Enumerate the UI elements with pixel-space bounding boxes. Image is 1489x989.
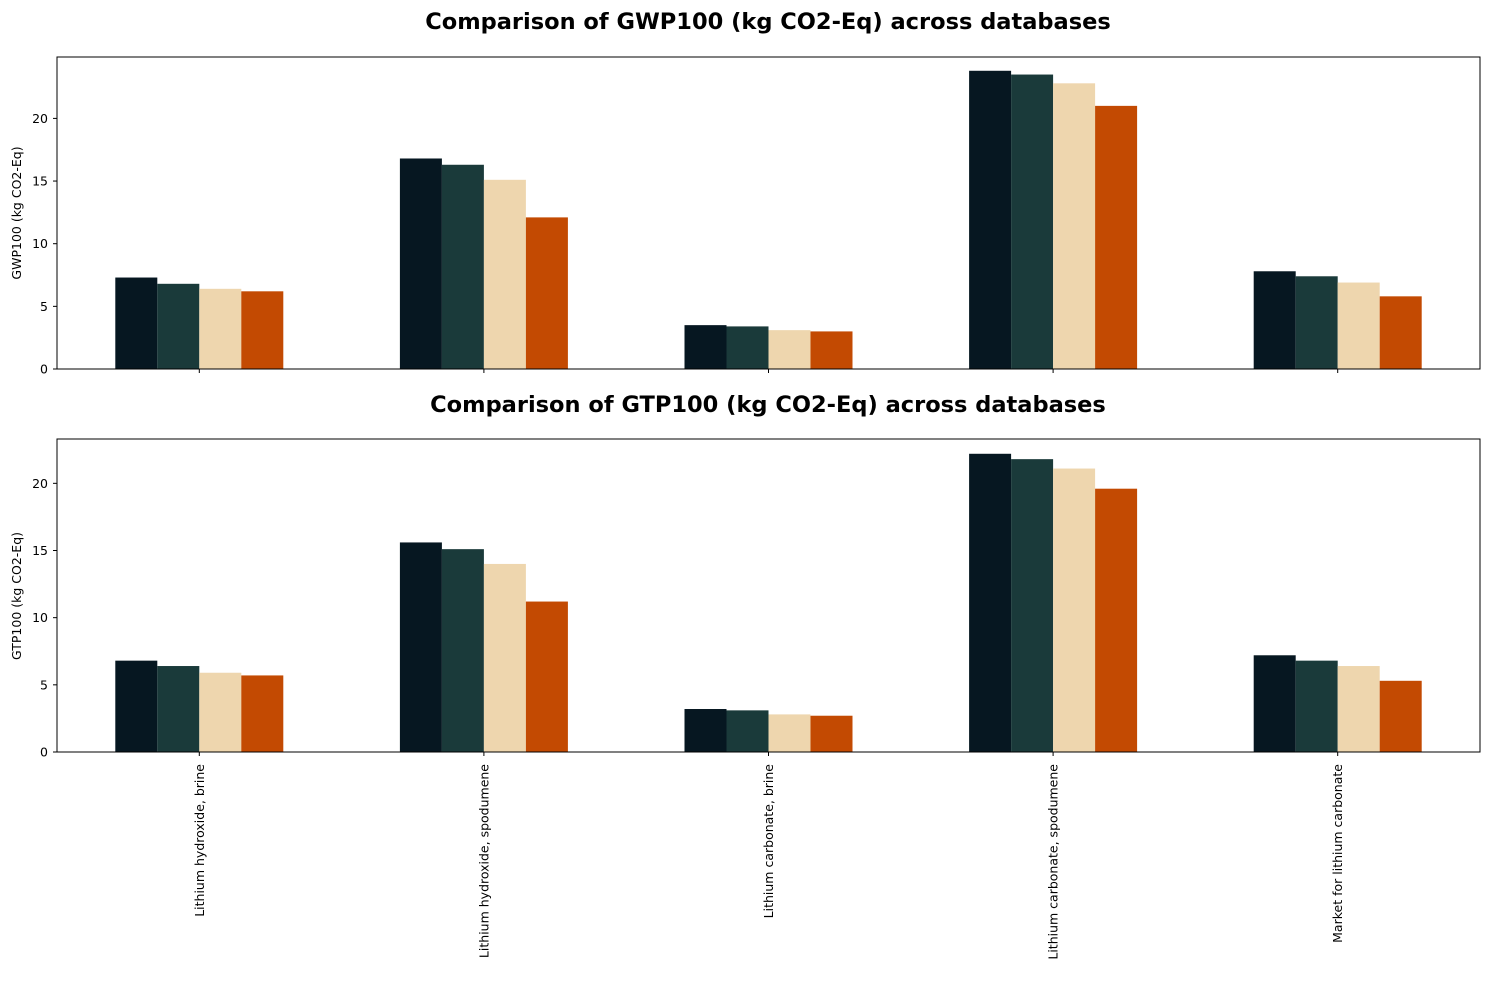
bar-5-series-3 — [1337, 666, 1380, 752]
bar-5-series-1 — [1253, 655, 1296, 752]
bar-2-series-3 — [483, 563, 526, 752]
bar-3-series-1 — [684, 325, 727, 369]
bar-4-series-3 — [1053, 83, 1096, 369]
bar-5-series-1 — [1253, 271, 1296, 369]
y-axis-label: GTP100 (kg CO2-Eq) — [9, 532, 24, 660]
plot-frame — [56, 438, 1481, 753]
bar-3-series-3 — [768, 714, 811, 752]
bar-4-series-2 — [1011, 459, 1054, 752]
bar-4-series-4 — [1095, 105, 1138, 370]
y-axis-ticks: 0 5 10 15 20 — [32, 476, 57, 760]
y-axis-ticks: 0 5 10 15 20 — [32, 111, 57, 377]
y-tick-label: 15 — [32, 174, 48, 189]
bar-1-series-1 — [115, 277, 158, 369]
x-axis-ticks — [198, 369, 1339, 373]
bar-1-series-4 — [241, 675, 284, 752]
bar-3-series-4 — [810, 331, 853, 369]
x-tick-label: Market for lithium carbonate — [1330, 764, 1345, 943]
bar-2-series-4 — [525, 601, 568, 752]
chart-title: Comparison of GTP100 (kg CO2-Eq) across … — [430, 392, 1106, 418]
x-axis-ticks: Lithium hydroxide, brine Lithium hydroxid… — [192, 752, 1345, 960]
y-tick-label: 10 — [32, 236, 48, 251]
bar-3-series-1 — [684, 709, 727, 752]
bar-marks — [115, 70, 1422, 370]
gwp100-chart-panel: Comparison of GWP100 (kg CO2-Eq) across … — [9, 9, 1481, 377]
bar-1-series-2 — [157, 283, 200, 369]
bar-2-series-2 — [441, 164, 484, 369]
bar-3-series-4 — [810, 715, 853, 752]
y-tick-label: 20 — [32, 476, 48, 491]
x-tick-label: Lithium carbonate, spodumene — [1046, 764, 1061, 960]
bar-1-series-2 — [157, 666, 200, 752]
bar-3-series-2 — [726, 326, 769, 369]
y-tick-label: 10 — [32, 610, 48, 625]
bar-4-series-3 — [1053, 468, 1096, 752]
bar-5-series-2 — [1295, 276, 1338, 369]
bar-marks — [115, 453, 1422, 752]
bar-1-series-1 — [115, 660, 158, 752]
bar-5-series-2 — [1295, 660, 1338, 752]
y-tick-label: 0 — [40, 362, 48, 377]
bar-4-series-1 — [969, 453, 1012, 752]
x-tick-label: Lithium carbonate, brine — [761, 764, 776, 919]
bar-1-series-3 — [199, 672, 242, 752]
bar-4-series-2 — [1011, 74, 1054, 369]
bar-5-series-4 — [1379, 680, 1422, 752]
x-tick-label: Lithium hydroxide, spodumene — [476, 764, 491, 958]
x-tick-label: Lithium hydroxide, brine — [192, 764, 207, 917]
bar-2-series-4 — [525, 217, 568, 369]
bar-2-series-2 — [441, 549, 484, 752]
y-tick-label: 20 — [32, 111, 48, 126]
y-tick-label: 5 — [40, 299, 48, 314]
bar-4-series-1 — [969, 70, 1012, 369]
gtp100-chart-panel: Comparison of GTP100 (kg CO2-Eq) across … — [9, 392, 1481, 960]
plot-frame — [56, 56, 1481, 370]
chart-title: Comparison of GWP100 (kg CO2-Eq) across … — [425, 9, 1111, 35]
bar-2-series-1 — [399, 158, 442, 369]
y-tick-label: 15 — [32, 543, 48, 558]
bar-2-series-1 — [399, 542, 442, 752]
bar-3-series-3 — [768, 330, 811, 369]
y-axis-label: GWP100 (kg CO2-Eq) — [9, 146, 24, 279]
bar-2-series-3 — [483, 179, 526, 369]
bar-5-series-4 — [1379, 296, 1422, 369]
bar-1-series-4 — [241, 291, 284, 369]
y-tick-label: 0 — [40, 745, 48, 760]
bar-5-series-3 — [1337, 282, 1380, 369]
bar-1-series-3 — [199, 288, 242, 369]
bar-3-series-2 — [726, 710, 769, 752]
bar-4-series-4 — [1095, 488, 1138, 752]
y-tick-label: 5 — [40, 677, 48, 692]
